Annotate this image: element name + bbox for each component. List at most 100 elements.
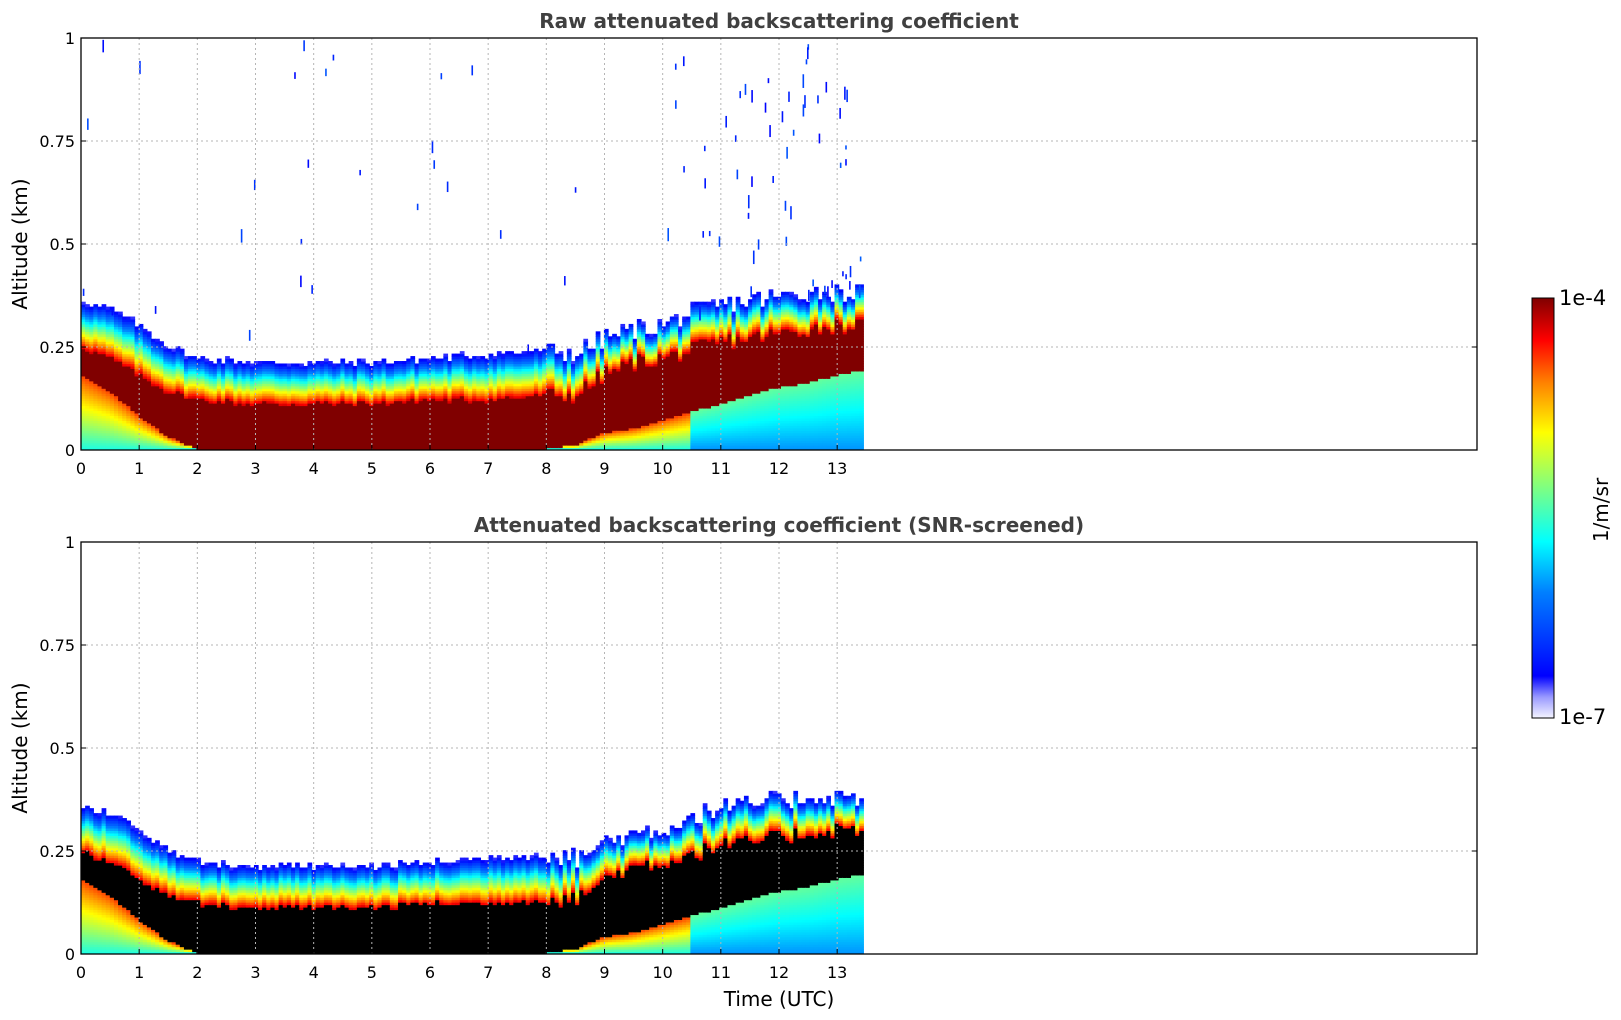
heatmap-cell [89, 415, 94, 419]
heatmap-cell [451, 410, 457, 414]
heatmap-cell [365, 368, 370, 372]
heatmap-cell [566, 412, 572, 416]
heatmap-cell [225, 432, 230, 436]
heatmap-cell [122, 425, 127, 429]
heatmap-cell [196, 415, 202, 419]
heatmap-cell [361, 427, 366, 431]
heatmap-cell [538, 410, 543, 414]
heatmap-cell [241, 368, 247, 372]
heatmap-cell [221, 390, 226, 394]
heatmap-cell [410, 442, 416, 446]
heatmap-cell [488, 390, 494, 394]
heatmap-cell [323, 425, 329, 429]
heatmap-cell [278, 375, 284, 379]
heatmap-cell [443, 442, 449, 446]
heatmap-cell [171, 425, 177, 429]
heatmap-cell [196, 405, 202, 409]
heatmap-cell [307, 393, 313, 397]
heatmap-cell [155, 341, 160, 345]
heatmap-cell [167, 390, 173, 394]
heatmap-cell [570, 435, 576, 439]
heatmap-cell [299, 388, 304, 392]
heatmap-cell [159, 385, 164, 389]
heatmap-cell [328, 435, 333, 439]
heatmap-cell [208, 380, 214, 384]
heatmap-cell [183, 373, 189, 377]
heatmap-cell [200, 361, 206, 365]
heatmap-cell [328, 405, 333, 409]
heatmap-cell [85, 321, 90, 325]
heatmap-cell [332, 422, 337, 426]
heatmap-cell [200, 390, 206, 394]
heatmap-cell [216, 410, 222, 414]
heatmap-cell [361, 398, 366, 402]
heatmap-cell [81, 388, 86, 392]
heatmap-cell [138, 422, 144, 426]
heatmap-cell [468, 380, 473, 384]
heatmap-cell [472, 437, 477, 441]
heatmap-cell [113, 405, 119, 409]
heatmap-cell [258, 405, 263, 409]
heatmap-cell [212, 420, 218, 424]
heatmap-cell [591, 390, 597, 394]
heatmap-cell [550, 353, 556, 357]
heatmap-cell [459, 415, 465, 419]
heatmap-cell [356, 380, 362, 384]
heatmap-cell [566, 378, 572, 382]
heatmap-cell [575, 430, 580, 434]
heatmap-cell [328, 432, 333, 436]
heatmap-cell [311, 435, 317, 439]
heatmap-cell [249, 430, 255, 434]
heatmap-cell [134, 351, 140, 355]
heatmap-cell [266, 435, 272, 439]
heatmap-cell [142, 353, 148, 357]
heatmap-cell [505, 427, 510, 431]
heatmap-cell [361, 435, 366, 439]
heatmap-cell [126, 420, 132, 424]
heatmap-cell [488, 415, 494, 419]
heatmap-cell [262, 368, 267, 372]
heatmap-cell [216, 400, 222, 404]
heatmap-cell [118, 356, 123, 360]
heatmap-cell [171, 368, 177, 372]
heatmap-cell [204, 388, 210, 392]
heatmap-cell [447, 390, 453, 394]
heatmap-cell [311, 395, 317, 399]
heatmap-cell [439, 393, 444, 397]
heatmap-cell [192, 432, 197, 436]
heatmap-cell [208, 407, 214, 412]
heatmap-cell [175, 395, 181, 399]
heatmap-cell [183, 375, 189, 379]
heatmap-cell [266, 437, 272, 441]
heatmap-cell [208, 417, 214, 421]
heatmap-cell [459, 393, 465, 397]
heatmap-cell [550, 346, 556, 350]
heatmap-cell [179, 380, 185, 384]
heatmap-cell [97, 368, 103, 372]
heatmap-cell [439, 368, 444, 372]
heatmap-cell [451, 358, 457, 362]
heatmap-cell [439, 370, 444, 374]
heatmap-cell [476, 427, 482, 431]
heatmap-cell [204, 405, 210, 409]
heatmap-cell [393, 400, 399, 404]
heatmap-cell [525, 361, 531, 365]
heatmap-cell [282, 427, 288, 431]
heatmap-cell [109, 403, 115, 407]
heatmap-cell [579, 422, 584, 426]
heatmap-cell [447, 427, 453, 431]
heatmap-cell [89, 343, 94, 347]
heatmap-cell [138, 323, 144, 327]
heatmap-cell [208, 435, 214, 439]
heatmap-cell [212, 370, 218, 374]
heatmap-cell [583, 410, 589, 414]
heatmap-cell [385, 422, 391, 426]
heatmap-cell [542, 370, 547, 374]
heatmap-cell [410, 417, 416, 421]
heatmap-cell [245, 361, 251, 365]
heatmap-cell [521, 395, 527, 399]
heatmap-cell [274, 447, 280, 450]
heatmap-cell [356, 400, 362, 404]
heatmap-cell [159, 403, 164, 407]
heatmap-cell [225, 405, 230, 409]
